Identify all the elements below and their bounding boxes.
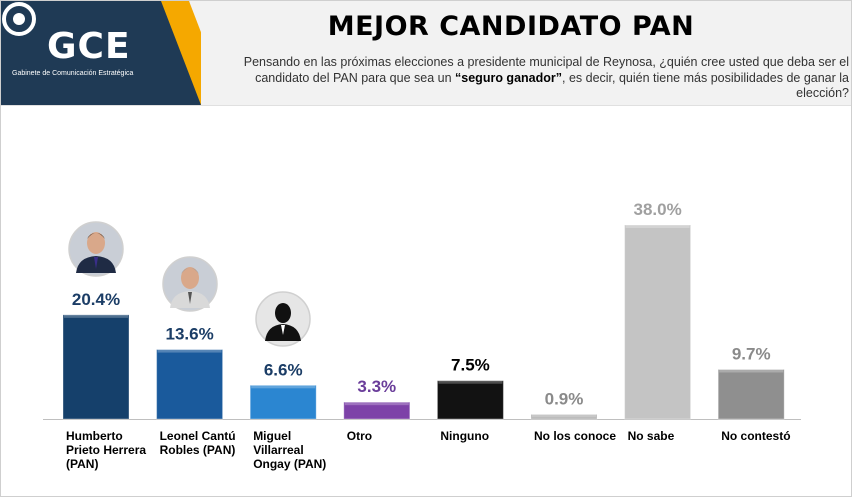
photo-shape	[94, 256, 98, 269]
bar	[343, 401, 411, 420]
x-tick-label: Ninguno	[440, 429, 532, 443]
x-tick-label: No los conoce	[534, 429, 626, 443]
logo-block: GCE Gabinete de Comunicación Estratégica	[1, 1, 201, 105]
logo-background	[1, 1, 201, 105]
bar-group	[624, 224, 692, 420]
x-tick-label: Miguel Villarreal Ongay (PAN)	[253, 429, 345, 471]
x-tick-label-line: Miguel	[253, 429, 292, 443]
x-tick-label-line: Otro	[346, 429, 373, 443]
bar-group	[156, 349, 224, 420]
data-label: 0.9%	[545, 389, 584, 408]
x-tick-label: Leonel Cantú Robles (PAN)	[160, 429, 252, 457]
candidate-photo-humberto	[68, 221, 124, 277]
question-text-start: Pensando en las próximas elecciones a pr…	[243, 55, 849, 85]
logo-text: GCE	[47, 26, 131, 67]
x-tick-label-line: Villarreal	[253, 443, 304, 457]
bar	[249, 384, 317, 420]
data-label: 3.3%	[357, 377, 396, 396]
x-tick-label-line: No sabe	[627, 429, 675, 443]
bar-highlight	[532, 414, 596, 418]
bar-group	[717, 368, 785, 420]
bar	[436, 380, 504, 420]
data-label: 6.6%	[264, 360, 303, 379]
photo-shape	[275, 303, 292, 324]
bar-group	[436, 380, 504, 420]
candidate-photo-leonel	[161, 255, 218, 312]
photo-shape	[87, 231, 105, 254]
photo-shape	[180, 267, 199, 274]
bar-highlight	[157, 349, 222, 353]
x-tick-label-line: No contestó	[721, 429, 791, 443]
x-tick-label: Otro	[347, 429, 439, 443]
x-tick-label-line: Robles (PAN)	[159, 443, 236, 457]
question-text-end: , es decir, quién tiene más posibilidade…	[562, 70, 849, 101]
bar	[62, 314, 130, 420]
photo-shape	[180, 266, 199, 289]
photo-shape	[187, 291, 192, 304]
gce-logo-icon	[2, 2, 36, 36]
x-tick-label-line: No los conoce	[534, 429, 617, 443]
candidate-photo-miguel-silhouette	[255, 291, 311, 348]
x-tick-label-line: Ongay (PAN)	[253, 457, 327, 471]
page-title: MEJOR CANDIDATO PAN	[327, 11, 695, 42]
bar-highlight	[344, 402, 409, 406]
bar-group	[343, 401, 411, 420]
photo-shape	[281, 325, 286, 336]
x-tick-label-line: Humberto	[66, 429, 123, 443]
question-emphasis: “seguro ganador”	[455, 70, 562, 85]
logo-subtitle: Gabinete de Comunicación Estratégica	[12, 70, 134, 77]
bar-group	[530, 413, 598, 420]
data-label: 20.4%	[72, 290, 120, 309]
bar-highlight	[438, 380, 503, 384]
data-label: 7.5%	[451, 356, 490, 375]
bar	[624, 224, 692, 420]
data-label: 9.7%	[732, 344, 771, 363]
bar-highlight	[625, 225, 690, 228]
bar	[530, 413, 598, 420]
bar-highlight	[251, 385, 316, 389]
bar-group	[249, 384, 317, 420]
x-tick-label-line: Leonel Cantú	[159, 429, 236, 443]
survey-question: Pensando en las próximas elecciones a pr…	[229, 55, 849, 102]
x-tick-label-line: Ninguno	[440, 429, 490, 443]
bar-group	[62, 314, 130, 420]
x-tick-label-line: (PAN)	[66, 457, 99, 471]
bar	[717, 368, 785, 420]
data-label: 38.0%	[633, 200, 681, 219]
header: GCE Gabinete de Comunicación Estratégica…	[1, 1, 851, 106]
bar-highlight	[64, 314, 128, 318]
x-tick-label: No contestó	[721, 429, 813, 443]
photo-shape	[87, 232, 105, 239]
bar	[156, 349, 224, 420]
x-tick-label: No sabe	[628, 429, 720, 443]
bar-chart: 20.4% 13.6% 6.6% 3.3% 7.5% 0.9% 38.0% 9.7%	[43, 200, 801, 420]
x-tick-label-line: Prieto Herrera	[66, 443, 147, 457]
bar-highlight	[719, 369, 784, 373]
data-label: 13.6%	[165, 325, 213, 344]
x-tick-label: Humberto Prieto Herrera (PAN)	[66, 429, 158, 471]
